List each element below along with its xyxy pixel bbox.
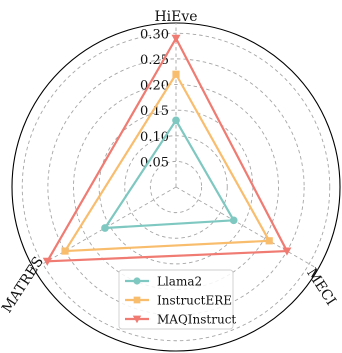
axis-label-hieve: HiEve: [154, 9, 197, 25]
series-layer: [42, 34, 292, 266]
data-point: [61, 247, 69, 255]
series-llama2: [101, 116, 238, 232]
series-line: [63, 73, 271, 253]
data-point: [265, 237, 273, 245]
legend-marker: [133, 277, 141, 285]
radial-tick-label: 0.30: [140, 27, 169, 42]
axis-spoke: [33, 186, 177, 270]
data-point: [101, 224, 109, 232]
data-point: [172, 70, 180, 78]
legend-label: MAQInstruct: [157, 313, 236, 327]
grid-ring: [124, 135, 228, 239]
grid-ring: [73, 84, 279, 290]
legend-entry: MAQInstruct: [125, 313, 236, 327]
data-point: [171, 34, 181, 43]
axis-spoke: [175, 186, 319, 270]
series-line: [46, 37, 289, 263]
legend-label: Llama2: [157, 275, 202, 289]
data-point: [229, 216, 238, 225]
data-point: [42, 257, 52, 266]
radial-tick-labels: 0.050.100.150.200.250.30: [140, 27, 169, 170]
legend-entry: InstructERE: [125, 294, 232, 308]
legend-marker: [132, 315, 142, 324]
radar-grid: [11, 22, 341, 352]
radial-tick-label: 0.25: [140, 53, 169, 68]
grid-ring: [21, 32, 331, 342]
legend-marker: [133, 296, 141, 304]
legend-label: InstructERE: [157, 294, 232, 308]
outer-frame: [11, 22, 341, 352]
legend-entry: Llama2: [125, 275, 202, 289]
grid-ring: [47, 58, 305, 316]
axis-label-matres: MATRES: [0, 254, 47, 316]
legend-box: [118, 269, 234, 330]
legend: Llama2 InstructERE MAQInstruct: [118, 269, 236, 330]
axis-label-meci: MECI: [303, 266, 339, 309]
data-point: [172, 116, 180, 125]
series-line: [103, 119, 235, 230]
radial-tick-label: 0.05: [140, 155, 169, 170]
series-maqinstruct: [42, 34, 292, 266]
series-instructere: [61, 70, 273, 255]
data-point: [282, 247, 292, 256]
radial-tick-label: 0.15: [140, 104, 169, 119]
grid-ring: [149, 160, 203, 214]
